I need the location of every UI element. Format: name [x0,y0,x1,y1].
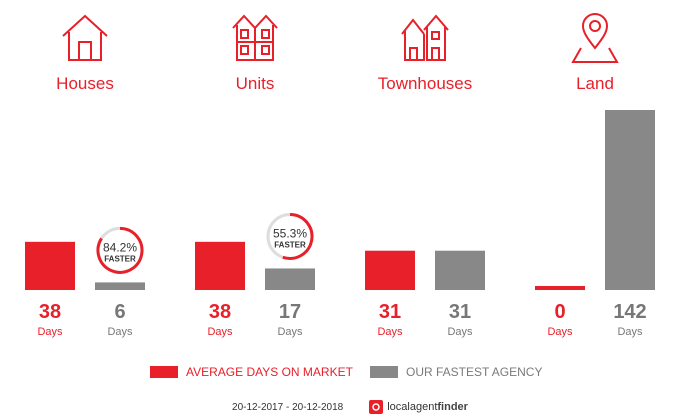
legend-swatch-fastest [370,366,398,378]
date-range: 20-12-2017 - 20-12-2018 [232,401,344,413]
brand-logo-icon [369,400,384,414]
legend-label-fastest: OUR FASTEST AGENCY [406,365,543,379]
bar-houses-fastest [95,282,145,290]
brand-prefix: localagent [387,401,438,413]
unit-label-houses-fastest: Days [107,326,133,338]
value-label-houses-average: 38 [39,301,61,323]
unit-label-townhouses-fastest: Days [447,326,473,338]
unit-label-units-average: Days [207,326,233,338]
bar-units-fastest [265,268,315,290]
legend-average: AVERAGE DAYS ON MARKET [150,364,353,380]
legend-label-average: AVERAGE DAYS ON MARKET [186,365,353,379]
unit-label-land-fastest: Days [617,326,643,338]
faster-badge-label-houses: FASTER [104,254,136,263]
brand-suffix: finder [437,401,468,413]
faster-badge-percent-units: 55.3% [273,226,307,240]
faster-badge-percent-houses: 84.2% [103,240,137,254]
legend-swatch-average [150,366,178,378]
value-label-units-fastest: 17 [279,301,301,323]
category-label-units: Units [235,74,275,93]
land-pin-icon [571,13,619,63]
faster-badge-label-units: FASTER [274,240,306,249]
unit-label-land-average: Days [547,326,573,338]
bar-townhouses-fastest [435,250,485,290]
value-label-houses-fastest: 6 [114,301,125,323]
bar-townhouses-average [365,250,415,290]
category-label-houses: Houses [56,74,114,93]
value-label-townhouses-fastest: 31 [449,301,471,323]
unit-label-units-fastest: Days [277,326,303,338]
brand-logo: localagentfinder [369,400,468,414]
townhouses-icon [401,14,449,61]
bar-units-average [195,241,245,290]
value-label-land-fastest: 142 [613,301,646,323]
units-icon [232,14,278,61]
bar-land-average [535,286,585,290]
bar-houses-average [25,241,75,290]
unit-label-houses-average: Days [37,326,63,338]
unit-label-townhouses-average: Days [377,326,403,338]
house-icon [62,14,108,61]
value-label-townhouses-average: 31 [379,301,401,323]
footer: 20-12-2017 - 20-12-2018 localagentfinder [0,398,700,416]
value-label-units-average: 38 [209,301,231,323]
category-label-land: Land [576,74,614,93]
category-label-townhouses: Townhouses [377,74,473,93]
legend-fastest: OUR FASTEST AGENCY [370,364,542,380]
faster-badge-arc-houses [96,226,144,274]
bar-land-fastest [605,110,655,290]
faster-badge-arc-units [282,212,314,260]
value-label-land-average: 0 [554,301,565,323]
